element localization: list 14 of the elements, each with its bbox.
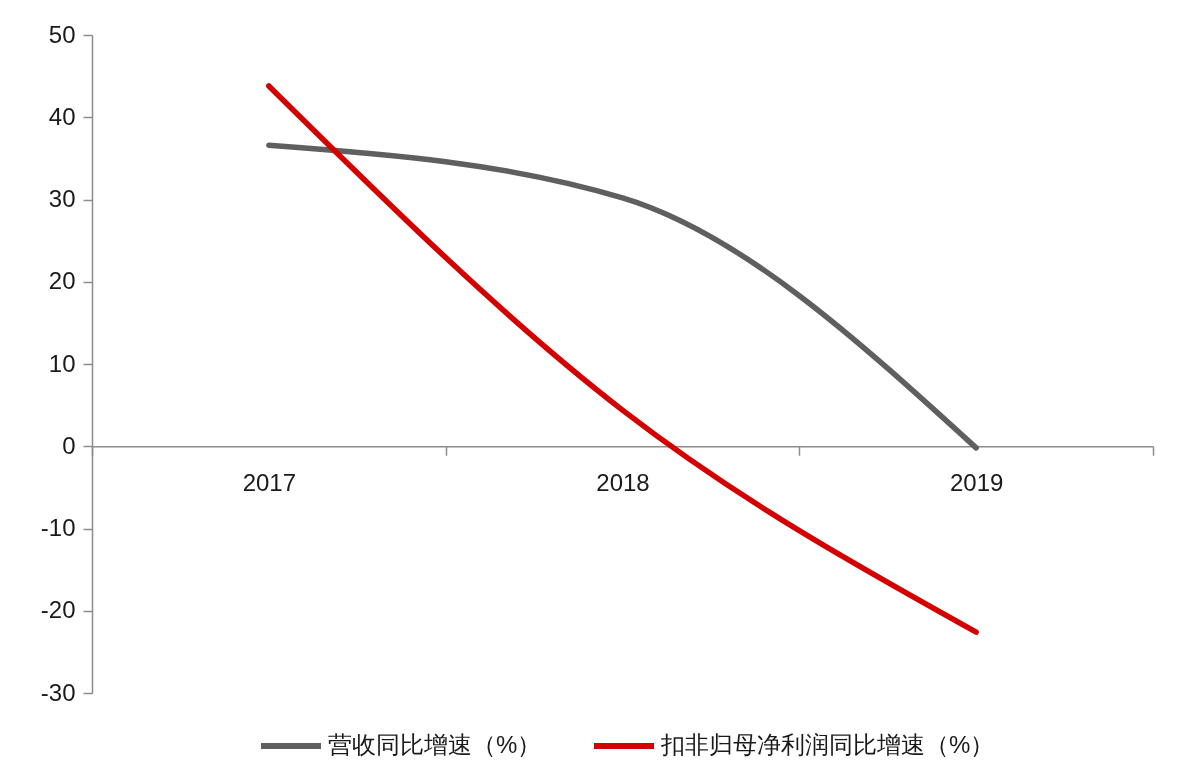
y-tick-label: 30 [48, 185, 76, 212]
legend-label: 扣非归母净利润同比增速（%） [660, 731, 995, 758]
x-tick-label: 2018 [596, 468, 650, 496]
y-tick-label: -20 [40, 596, 76, 624]
x-tick-label: 2019 [949, 468, 1004, 496]
y-tick-label: 0 [62, 431, 76, 459]
y-tick-label: 50 [48, 20, 76, 48]
x-tick-label: 2017 [242, 468, 297, 496]
y-tick-label: 20 [48, 267, 76, 295]
y-tick-label: 40 [48, 102, 76, 130]
y-tick-label: -30 [40, 678, 76, 706]
legend-label: 营收同比增速（%） [328, 731, 542, 758]
y-tick-label: 10 [48, 349, 76, 377]
y-tick-label: -10 [40, 514, 76, 541]
